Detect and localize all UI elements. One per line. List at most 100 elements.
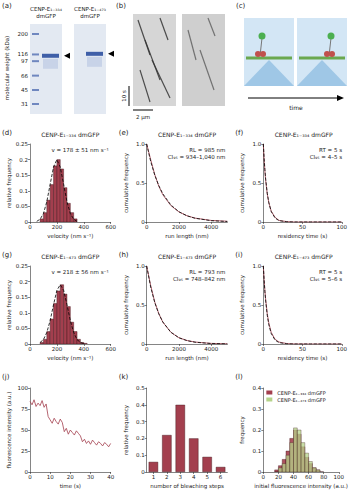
svg-text:CI₉₅ = 748–842 nm: CI₉₅ = 748–842 nm — [173, 276, 225, 282]
svg-text:0: 0 — [145, 224, 149, 230]
svg-text:RL = 793 nm: RL = 793 nm — [189, 269, 225, 275]
svg-text:100: 100 — [337, 346, 348, 352]
svg-text:CENP-E₁₋₄₇₃ dmGFP: CENP-E₁₋₄₇₃ dmGFP — [158, 253, 216, 260]
svg-text:CI₉₅ = 4–5 s: CI₉₅ = 4–5 s — [310, 154, 342, 160]
svg-text:0: 0 — [141, 469, 145, 475]
svg-text:3: 3 — [179, 474, 183, 480]
svg-text:RT = 5 s: RT = 5 s — [319, 269, 342, 275]
svg-text:0.2: 0.2 — [19, 157, 28, 163]
svg-text:6: 6 — [219, 474, 223, 480]
svg-text:100: 100 — [337, 224, 348, 230]
svg-text:velocity (nm s⁻¹): velocity (nm s⁻¹) — [47, 355, 93, 362]
svg-text:CENP-E₁₋₃₃₄ dmGFP: CENP-E₁₋₃₃₄ dmGFP — [277, 390, 325, 396]
svg-text:0: 0 — [262, 474, 266, 480]
svg-text:v = 178 ± 51 nm s⁻¹: v = 178 ± 51 nm s⁻¹ — [51, 147, 108, 153]
svg-text:0: 0 — [28, 346, 32, 352]
svg-text:(a): (a) — [2, 2, 12, 10]
svg-text:25: 25 — [21, 448, 28, 454]
svg-text:80: 80 — [320, 474, 327, 480]
svg-text:residency time (s): residency time (s) — [278, 233, 328, 240]
svg-text:0.1: 0.1 — [19, 188, 28, 194]
svg-text:50: 50 — [21, 427, 28, 433]
svg-text:116: 116 — [18, 51, 29, 57]
svg-text:0.05: 0.05 — [16, 325, 29, 331]
svg-text:0.15: 0.15 — [16, 294, 29, 300]
svg-text:0.25: 0.25 — [16, 263, 29, 269]
svg-text:50: 50 — [299, 346, 306, 352]
svg-text:10: 10 — [47, 474, 54, 480]
svg-text:time: time — [289, 104, 303, 111]
svg-text:100: 100 — [18, 385, 29, 391]
svg-text:0.2: 0.2 — [136, 435, 145, 441]
svg-text:CENP-E₁₋₃₃₄ dmGFP: CENP-E₁₋₃₃₄ dmGFP — [275, 131, 333, 138]
svg-text:1.0: 1.0 — [136, 263, 145, 269]
svg-text:relative frequency: relative frequency — [6, 157, 13, 208]
svg-text:2: 2 — [165, 474, 169, 480]
svg-text:0: 0 — [262, 346, 266, 352]
svg-text:200: 200 — [18, 31, 29, 37]
svg-text:0.5: 0.5 — [136, 385, 145, 391]
svg-text:200: 200 — [52, 346, 63, 352]
svg-text:1: 1 — [152, 474, 156, 480]
svg-text:2 μm: 2 μm — [136, 114, 150, 121]
svg-text:0.2: 0.2 — [19, 279, 28, 285]
svg-text:(f): (f) — [235, 129, 243, 137]
svg-text:0: 0 — [145, 346, 149, 352]
svg-text:run length (nm): run length (nm) — [165, 233, 208, 240]
svg-text:CENP-E₁₋₄₇₃ dmGFP: CENP-E₁₋₄₇₃ dmGFP — [41, 253, 99, 260]
svg-text:v = 218 ± 56 nm s⁻¹: v = 218 ± 56 nm s⁻¹ — [51, 269, 108, 275]
svg-text:(c): (c) — [236, 2, 246, 10]
svg-text:(e): (e) — [119, 129, 129, 137]
svg-text:2000: 2000 — [172, 224, 186, 230]
svg-text:(b): (b) — [116, 2, 126, 10]
svg-text:1.0: 1.0 — [136, 141, 145, 147]
svg-text:0.5: 0.5 — [136, 302, 145, 308]
svg-text:fluorescence intensity (a.u.): fluorescence intensity (a.u.) — [6, 392, 13, 469]
svg-text:0.5: 0.5 — [253, 302, 262, 308]
svg-text:20: 20 — [275, 474, 282, 480]
svg-text:40: 40 — [290, 474, 297, 480]
svg-text:relative frequency: relative frequency — [123, 404, 130, 455]
svg-text:0.5: 0.5 — [253, 180, 262, 186]
svg-text:CI₉₅ = 934–1,040 nm: CI₉₅ = 934–1,040 nm — [168, 154, 226, 160]
svg-text:0.3: 0.3 — [253, 406, 262, 412]
svg-text:CENP-E₁₋₄₇₃ dmGFP: CENP-E₁₋₄₇₃ dmGFP — [275, 253, 333, 260]
svg-text:0.4: 0.4 — [253, 385, 262, 391]
svg-text:200: 200 — [52, 224, 63, 230]
svg-text:66: 66 — [21, 73, 28, 79]
svg-text:600: 600 — [105, 346, 116, 352]
svg-text:1.0: 1.0 — [253, 141, 262, 147]
svg-text:100: 100 — [334, 474, 345, 480]
svg-text:(d): (d) — [2, 129, 12, 137]
svg-text:(k): (k) — [119, 373, 129, 381]
svg-text:400: 400 — [79, 346, 90, 352]
svg-text:(h): (h) — [119, 251, 129, 259]
svg-text:4000: 4000 — [204, 224, 218, 230]
svg-text:30: 30 — [87, 474, 94, 480]
svg-text:1.0: 1.0 — [253, 263, 262, 269]
svg-text:0.2: 0.2 — [253, 427, 262, 433]
svg-text:4000: 4000 — [204, 346, 218, 352]
svg-text:400: 400 — [79, 224, 90, 230]
svg-text:600: 600 — [105, 224, 116, 230]
svg-text:0.1: 0.1 — [19, 310, 28, 316]
svg-text:2000: 2000 — [172, 346, 186, 352]
svg-text:0.1: 0.1 — [253, 448, 262, 454]
svg-text:45: 45 — [21, 87, 28, 93]
svg-text:10 s: 10 s — [121, 90, 127, 102]
svg-text:31: 31 — [21, 101, 28, 107]
svg-text:frequency: frequency — [239, 415, 246, 443]
svg-text:0.5: 0.5 — [136, 180, 145, 186]
svg-text:cumulative frequency: cumulative frequency — [239, 152, 246, 213]
svg-text:0.4: 0.4 — [136, 402, 145, 408]
svg-text:5: 5 — [205, 474, 209, 480]
svg-text:0: 0 — [28, 474, 32, 480]
svg-text:4: 4 — [192, 474, 196, 480]
svg-text:0.1: 0.1 — [136, 452, 145, 458]
svg-text:RL = 985 nm: RL = 985 nm — [189, 147, 225, 153]
svg-text:molecular weight (kDa): molecular weight (kDa) — [4, 36, 11, 100]
svg-text:0.15: 0.15 — [16, 172, 29, 178]
svg-text:cumulative frequency: cumulative frequency — [239, 274, 246, 335]
svg-text:CENP-E₁₋₃₃₄dmGFP: CENP-E₁₋₃₃₄dmGFP — [30, 6, 63, 19]
svg-text:0.3: 0.3 — [136, 419, 145, 425]
